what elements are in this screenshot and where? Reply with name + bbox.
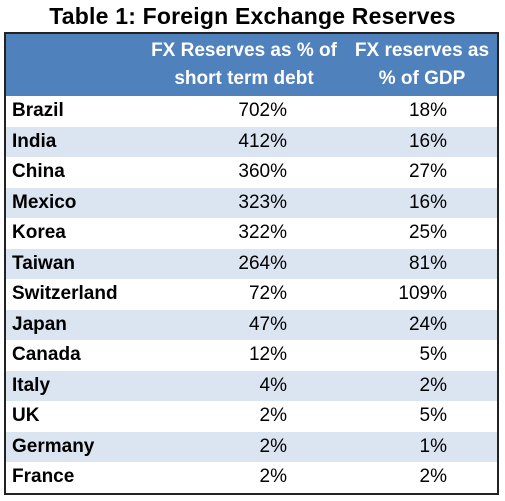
country-cell: Italy bbox=[12, 374, 51, 396]
fx-gdp-cell: 16% bbox=[408, 130, 447, 152]
table-row: Germany 2% 1% bbox=[6, 431, 497, 462]
fx-short-term-debt-cell: 72% bbox=[248, 283, 287, 304]
fx-short-term-debt-cell: 264% bbox=[238, 252, 287, 274]
country-cell: UK bbox=[12, 405, 40, 426]
country-cell: China bbox=[12, 161, 65, 182]
fx-gdp-cell: 81% bbox=[408, 252, 447, 274]
country-cell: Korea bbox=[12, 222, 66, 243]
country-cell: Japan bbox=[12, 313, 67, 335]
country-cell: India bbox=[12, 130, 57, 152]
country-cell: Canada bbox=[12, 344, 81, 365]
table-row: Taiwan 264% 81% bbox=[6, 248, 497, 279]
fx-short-term-debt-cell: 4% bbox=[259, 374, 287, 396]
fx-gdp-cell: 24% bbox=[408, 313, 447, 335]
fx-short-term-debt-cell: 47% bbox=[248, 313, 287, 335]
country-cell: Brazil bbox=[12, 100, 64, 121]
fx-short-term-debt-cell: 2% bbox=[259, 405, 287, 426]
table-row: UK 2% 5% bbox=[6, 401, 497, 432]
country-cell: Germany bbox=[12, 435, 95, 457]
fx-gdp-cell: 27% bbox=[408, 161, 447, 182]
table-row: India 412% 16% bbox=[6, 126, 497, 157]
table-row: Japan 47% 24% bbox=[6, 309, 497, 340]
table-row: China 360% 27% bbox=[6, 157, 497, 188]
fx-gdp-cell: 109% bbox=[398, 283, 447, 304]
table-row: Italy 4% 2% bbox=[6, 370, 497, 401]
fx-short-term-debt-cell: 2% bbox=[259, 435, 287, 457]
fx-short-term-debt-cell: 412% bbox=[238, 130, 287, 152]
fx-gdp-cell: 1% bbox=[419, 435, 447, 457]
table-header: FX Reserves as % of short term debt FX r… bbox=[6, 34, 497, 96]
header-col1-line2: short term debt bbox=[174, 68, 314, 89]
table-title: Table 1: Foreign Exchange Reserves bbox=[49, 3, 456, 29]
country-cell: Mexico bbox=[12, 191, 77, 213]
fx-short-term-debt-cell: 702% bbox=[238, 100, 287, 121]
table-row: Brazil 702% 18% bbox=[6, 96, 497, 127]
fx-gdp-cell: 5% bbox=[419, 344, 447, 365]
fx-gdp-cell: 2% bbox=[419, 466, 447, 487]
country-cell: Switzerland bbox=[12, 283, 118, 304]
table-row: Switzerland 72% 109% bbox=[6, 279, 497, 310]
fx-short-term-debt-cell: 360% bbox=[238, 161, 287, 182]
fx-short-term-debt-cell: 12% bbox=[248, 344, 287, 365]
fx-gdp-cell: 5% bbox=[419, 405, 447, 426]
country-cell: France bbox=[12, 466, 75, 487]
table-body: Brazil 702% 18% India 412% 16% China 360… bbox=[6, 96, 497, 493]
fx-gdp-cell: 18% bbox=[408, 100, 447, 121]
header-col2-line1: FX reserves as bbox=[354, 40, 490, 61]
fx-gdp-cell: 25% bbox=[408, 222, 447, 243]
header-fx-short-term-debt: FX Reserves as % of short term debt bbox=[144, 37, 344, 93]
country-cell: Taiwan bbox=[12, 252, 75, 274]
header-fx-gdp: FX reserves as % of GDP bbox=[344, 37, 500, 93]
table-row: Korea 322% 25% bbox=[6, 218, 497, 249]
fx-short-term-debt-cell: 323% bbox=[238, 191, 287, 213]
table-row: Canada 12% 5% bbox=[6, 340, 497, 371]
table-row: Mexico 323% 16% bbox=[6, 187, 497, 218]
fx-short-term-debt-cell: 2% bbox=[259, 466, 287, 487]
table-row: France 2% 2% bbox=[6, 462, 497, 493]
header-col2-line2: % of GDP bbox=[378, 68, 466, 89]
fx-short-term-debt-cell: 322% bbox=[238, 222, 287, 243]
fx-gdp-cell: 2% bbox=[419, 374, 447, 396]
header-col1-line1: FX Reserves as % of bbox=[151, 40, 337, 61]
fx-reserves-table: FX Reserves as % of short term debt FX r… bbox=[4, 32, 499, 495]
fx-gdp-cell: 16% bbox=[408, 191, 447, 213]
